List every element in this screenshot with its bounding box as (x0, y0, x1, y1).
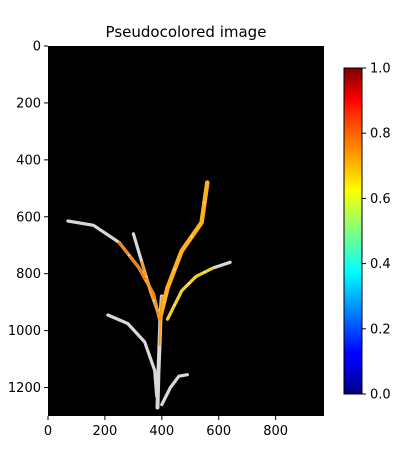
left-inner-leaf-speckle (145, 275, 148, 278)
lower-left-leaf-outline (106, 313, 159, 398)
x-tick-label: 800 (263, 424, 288, 439)
x-tick-label: 600 (206, 424, 231, 439)
y-axis: 0 200 400 600 800 1000 1200 (8, 40, 48, 396)
x-tick-label: 400 (149, 424, 174, 439)
right-leaf-speckle (187, 282, 190, 285)
colorbar-tick-label: 1.0 (370, 62, 391, 77)
colorbar-tick-label: 0.8 (370, 127, 391, 142)
plant-image (66, 180, 232, 410)
upper-right-leaf-color (158, 180, 210, 319)
y-tick-label: 600 (16, 210, 41, 225)
upper-right-leaf-speckle (203, 201, 206, 204)
chart-title: Pseudocolored image (106, 23, 267, 41)
left-inner-leaf-speckle (153, 299, 155, 302)
right-leaf-speckle (203, 271, 206, 274)
lower-right-shoot-outline (160, 373, 189, 407)
colorbar-axis: 0.0 0.2 0.4 0.6 0.8 1.0 (362, 62, 391, 403)
right-leaf-speckle (173, 304, 176, 306)
colorbar-tick-label: 0.0 (370, 388, 391, 403)
y-tick-label: 200 (16, 96, 41, 111)
colorbar-tick-label: 0.2 (370, 322, 391, 337)
upper-right-leaf-speckle (173, 268, 176, 271)
image-area (48, 46, 324, 416)
left-inner-leaf-color (140, 261, 159, 312)
stem-color (158, 295, 163, 346)
y-tick-label: 400 (16, 153, 41, 168)
y-tick-label: 1000 (8, 324, 41, 339)
y-tick-label: 800 (16, 267, 41, 282)
colorbar-tick-label: 0.4 (370, 257, 391, 272)
colorbar (343, 67, 363, 395)
y-tick-label: 1200 (8, 381, 41, 396)
left-long-leaf-speckle (128, 254, 130, 257)
y-tick-label: 0 (33, 40, 41, 55)
upper-right-leaf-speckle (190, 235, 193, 238)
colorbar-tick-label: 0.6 (370, 192, 391, 207)
x-axis: 0 200 400 600 800 (44, 416, 288, 439)
x-tick-label: 0 (44, 424, 52, 439)
upper-right-leaf-speckle (163, 301, 165, 304)
x-tick-label: 200 (92, 424, 117, 439)
